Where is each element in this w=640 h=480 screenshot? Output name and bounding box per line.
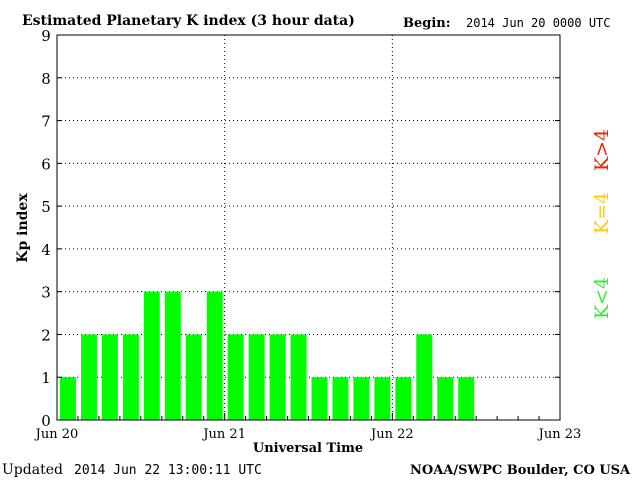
y-tick-label-1: 1 <box>41 369 51 387</box>
bar-5 <box>164 291 181 420</box>
bar-7 <box>206 291 223 420</box>
bar-2 <box>101 334 118 420</box>
bar-14 <box>353 377 370 420</box>
begin-label: Begin: <box>403 16 451 31</box>
y-tick-label-3: 3 <box>41 284 51 302</box>
bar-8 <box>227 334 244 420</box>
x-axis-ticks: Jun 20 Jun 21 Jun 22 Jun 23 <box>34 413 582 442</box>
y-tick-label-0: 0 <box>41 412 51 430</box>
y-tick-label-2: 2 <box>41 326 51 344</box>
y-tick-label-7: 7 <box>41 113 51 131</box>
bar-11 <box>290 334 307 420</box>
y-tick-label-6: 6 <box>41 155 51 173</box>
x-tick-label-2: Jun 22 <box>369 427 414 442</box>
legend-entry-0: K<4 <box>591 277 613 319</box>
y-axis-label: Kp index <box>15 193 31 263</box>
bar-9 <box>248 334 265 420</box>
x-tick-label-0: Jun 20 <box>34 427 79 442</box>
bar-10 <box>269 334 286 420</box>
bar-16 <box>395 377 412 420</box>
bar-6 <box>185 334 202 420</box>
x-axis-label: Universal Time <box>253 441 363 456</box>
bar-0 <box>60 377 76 420</box>
bar-4 <box>143 291 160 420</box>
begin-value: 2014 Jun 20 0000 UTC <box>466 16 611 30</box>
source-credit: NOAA/SWPC Boulder, CO USA <box>410 463 631 478</box>
grid-lines <box>57 35 560 420</box>
bar-12 <box>311 377 328 420</box>
bar-15 <box>374 377 391 420</box>
bar-19 <box>458 377 475 420</box>
legend-entry-2: K>4 <box>591 129 613 171</box>
bar-series <box>60 291 475 420</box>
bar-3 <box>122 334 139 420</box>
y-axis-ticks: 0 1 2 3 4 5 6 7 8 9 <box>41 27 560 430</box>
legend-entry-1: K=4 <box>591 192 613 234</box>
x-tick-label-1: Jun 21 <box>201 427 246 442</box>
x-tick-label-3: Jun 23 <box>537 427 582 442</box>
bar-17 <box>416 334 433 420</box>
updated-value: 2014 Jun 22 13:00:11 UTC <box>74 463 262 478</box>
y-tick-label-5: 5 <box>41 198 51 216</box>
bar-13 <box>332 377 349 420</box>
y-tick-label-8: 8 <box>41 70 51 88</box>
y-tick-label-4: 4 <box>41 241 51 259</box>
chart-title: Estimated Planetary K index (3 hour data… <box>22 13 355 29</box>
legend: K<4 K=4 K>4 <box>591 129 613 319</box>
bar-18 <box>437 377 454 420</box>
updated-label: Updated <box>2 462 63 478</box>
bar-1 <box>80 334 97 420</box>
y-tick-label-9: 9 <box>41 27 51 45</box>
